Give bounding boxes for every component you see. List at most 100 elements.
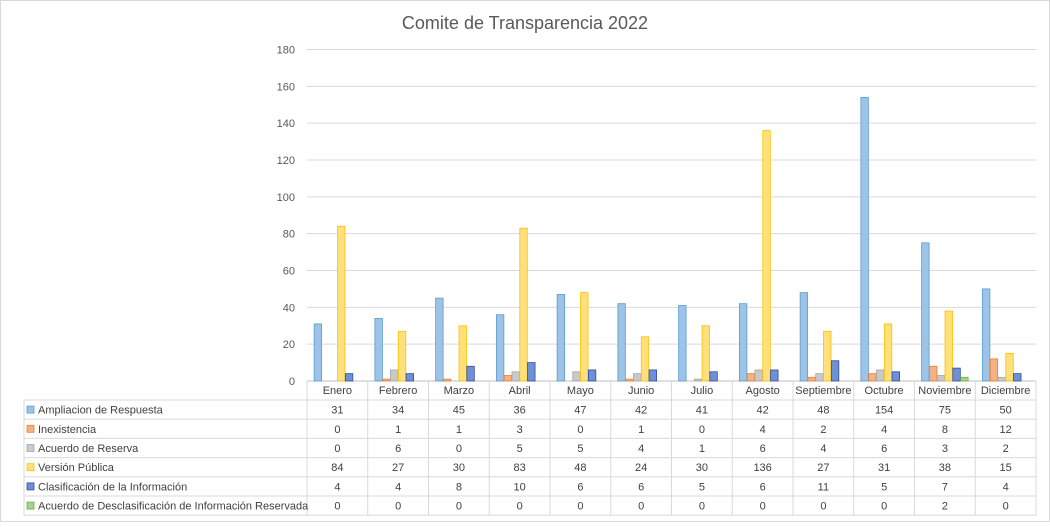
data-label: 5 — [517, 443, 523, 455]
bar — [617, 303, 626, 382]
x-tick-label: Noviembre — [918, 385, 971, 397]
data-label: 0 — [820, 501, 826, 513]
data-label: 5 — [881, 481, 887, 493]
bar — [738, 303, 748, 382]
data-label: 1 — [456, 424, 462, 436]
bar — [678, 305, 687, 382]
data-label: 4 — [334, 481, 340, 493]
data-label: 47 — [574, 405, 586, 417]
bar — [989, 358, 999, 382]
data-label: 6 — [638, 481, 644, 493]
legend-label: Clasificación de la Información — [38, 481, 187, 493]
y-tick-label: 60 — [283, 266, 295, 278]
chart-title: Comite de Transparencia 2022 — [402, 13, 648, 33]
data-label: 2 — [1003, 443, 1009, 455]
data-label: 7 — [942, 481, 948, 493]
data-label: 4 — [760, 424, 766, 436]
data-label: 15 — [1000, 462, 1012, 474]
bar — [891, 371, 900, 382]
bar — [503, 375, 513, 382]
bar — [374, 317, 383, 382]
data-label: 42 — [635, 405, 647, 417]
data-label: 0 — [638, 501, 644, 513]
bar — [701, 325, 710, 382]
data-label: 83 — [514, 462, 526, 474]
data-label: 0 — [517, 501, 523, 513]
data-label: 42 — [757, 405, 769, 417]
bar — [580, 292, 589, 382]
data-label: 5 — [699, 481, 705, 493]
legend-label: Versión Pública — [38, 462, 115, 474]
data-label: 84 — [331, 462, 343, 474]
legend-label: Ampliacion de Respuesta — [38, 405, 164, 417]
data-label: 6 — [577, 481, 583, 493]
bar — [511, 371, 520, 382]
bar — [443, 378, 452, 382]
bar — [921, 242, 930, 382]
data-label: 48 — [574, 462, 586, 474]
x-tick-label: Agosto — [746, 385, 780, 397]
data-label: 6 — [760, 443, 766, 455]
data-label: 31 — [878, 462, 890, 474]
bar — [495, 314, 505, 382]
bar — [807, 376, 816, 382]
bar — [344, 373, 354, 382]
bar — [556, 294, 566, 382]
data-label: 34 — [392, 405, 404, 417]
data-label: 3 — [517, 424, 523, 436]
bar — [397, 330, 407, 382]
data-label: 2 — [820, 424, 826, 436]
bar — [883, 323, 893, 382]
bar — [746, 373, 756, 382]
data-label: 8 — [456, 481, 462, 493]
data-label: 30 — [696, 462, 708, 474]
y-tick-label: 140 — [277, 118, 295, 130]
data-label: 6 — [760, 481, 766, 493]
y-tick-label: 80 — [283, 229, 295, 241]
data-label: 0 — [456, 443, 462, 455]
y-tick-label: 0 — [289, 376, 295, 388]
data-label: 136 — [753, 462, 771, 474]
data-label: 1 — [395, 424, 401, 436]
data-table: Enero Febrero Marzo Abril Mayo Junio Julio Agos… — [23, 381, 1037, 516]
data-label: 0 — [760, 501, 766, 513]
x-tick-label: Abril — [509, 385, 531, 397]
legend-swatch — [26, 444, 35, 452]
y-tick-label: 160 — [277, 81, 295, 93]
y-tick-label: 120 — [277, 155, 295, 167]
data-label: 36 — [514, 405, 526, 417]
bar — [390, 369, 399, 382]
bar — [572, 371, 581, 382]
x-tick-label: Febrero — [379, 385, 418, 397]
bar — [1005, 352, 1014, 382]
x-tick-label: Marzo — [444, 385, 475, 397]
data-label: 4 — [395, 481, 401, 493]
data-label: 0 — [1003, 501, 1009, 513]
bar — [709, 371, 718, 382]
data-label: 4 — [881, 424, 887, 436]
legend-swatch — [26, 501, 35, 510]
data-label: 50 — [1000, 405, 1012, 417]
x-tick-label: Octubre — [865, 385, 904, 397]
bars — [313, 96, 1022, 382]
data-label: 0 — [699, 501, 705, 513]
data-label: 0 — [334, 443, 340, 455]
data-label: 1 — [638, 424, 644, 436]
y-tick-label: 20 — [283, 339, 295, 351]
data-label: 5 — [577, 443, 583, 455]
bar — [823, 330, 832, 382]
data-label: 0 — [577, 501, 583, 513]
data-label: 8 — [942, 424, 948, 436]
bar — [435, 297, 444, 382]
data-label: 10 — [514, 481, 526, 493]
data-label: 41 — [696, 405, 708, 417]
data-label: 11 — [818, 481, 829, 493]
data-label: 30 — [453, 462, 465, 474]
data-label: 75 — [939, 405, 951, 417]
bar — [799, 292, 809, 382]
bar — [770, 369, 779, 382]
legend-swatch — [26, 405, 35, 414]
data-label: 0 — [334, 424, 340, 436]
bar — [633, 373, 642, 382]
